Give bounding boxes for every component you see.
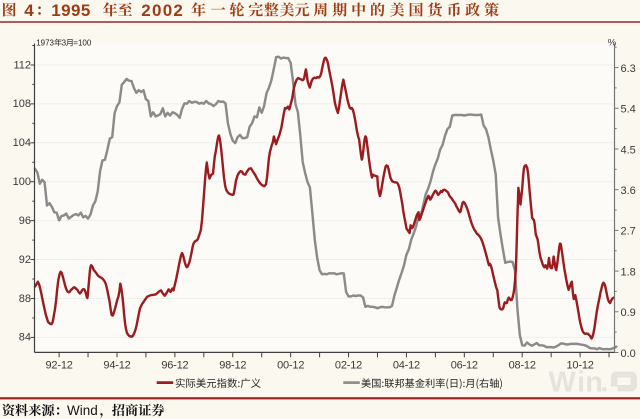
svg-text:4: 4 (24, 1, 34, 20)
svg-text:100: 100 (13, 176, 31, 188)
svg-text:1.8: 1.8 (621, 266, 636, 278)
svg-text:3: 3 (62, 39, 67, 48)
svg-text:6.3: 6.3 (621, 63, 636, 75)
svg-text:94-12: 94-12 (103, 360, 130, 372)
svg-text:92-12: 92-12 (46, 360, 73, 372)
svg-text:96: 96 (19, 215, 31, 227)
svg-text:10-12: 10-12 (567, 360, 594, 372)
svg-text:96-12: 96-12 (161, 360, 188, 372)
svg-text:98-12: 98-12 (219, 360, 246, 372)
svg-text:Wind: Wind (67, 403, 98, 418)
svg-text:0.0: 0.0 (621, 348, 636, 360)
svg-text:1973: 1973 (36, 39, 54, 48)
svg-text:112: 112 (13, 59, 31, 71)
svg-text:=100: =100 (73, 39, 92, 48)
svg-text:84: 84 (19, 332, 31, 344)
svg-text:92: 92 (19, 254, 31, 266)
svg-text:104: 104 (13, 137, 31, 149)
svg-text:06-12: 06-12 (451, 360, 478, 372)
svg-text:n: n (585, 367, 603, 399)
svg-text:W: W (549, 367, 577, 399)
svg-text:0.9: 0.9 (621, 307, 636, 319)
svg-text:.: . (600, 367, 608, 399)
svg-text:1995: 1995 (51, 1, 91, 20)
svg-text:02-12: 02-12 (335, 360, 362, 372)
svg-text:2002: 2002 (141, 1, 184, 20)
svg-text:2.7: 2.7 (621, 226, 636, 238)
svg-text:i: i (577, 367, 585, 399)
svg-text:108: 108 (13, 98, 31, 110)
svg-text:04-12: 04-12 (393, 360, 420, 372)
svg-text:00-12: 00-12 (277, 360, 304, 372)
svg-text:08-12: 08-12 (509, 360, 536, 372)
svg-text:88: 88 (19, 293, 31, 305)
svg-text:%: % (608, 37, 617, 48)
svg-text:3.6: 3.6 (621, 185, 636, 197)
svg-text:4.5: 4.5 (621, 144, 636, 156)
svg-text:5.4: 5.4 (621, 104, 636, 116)
